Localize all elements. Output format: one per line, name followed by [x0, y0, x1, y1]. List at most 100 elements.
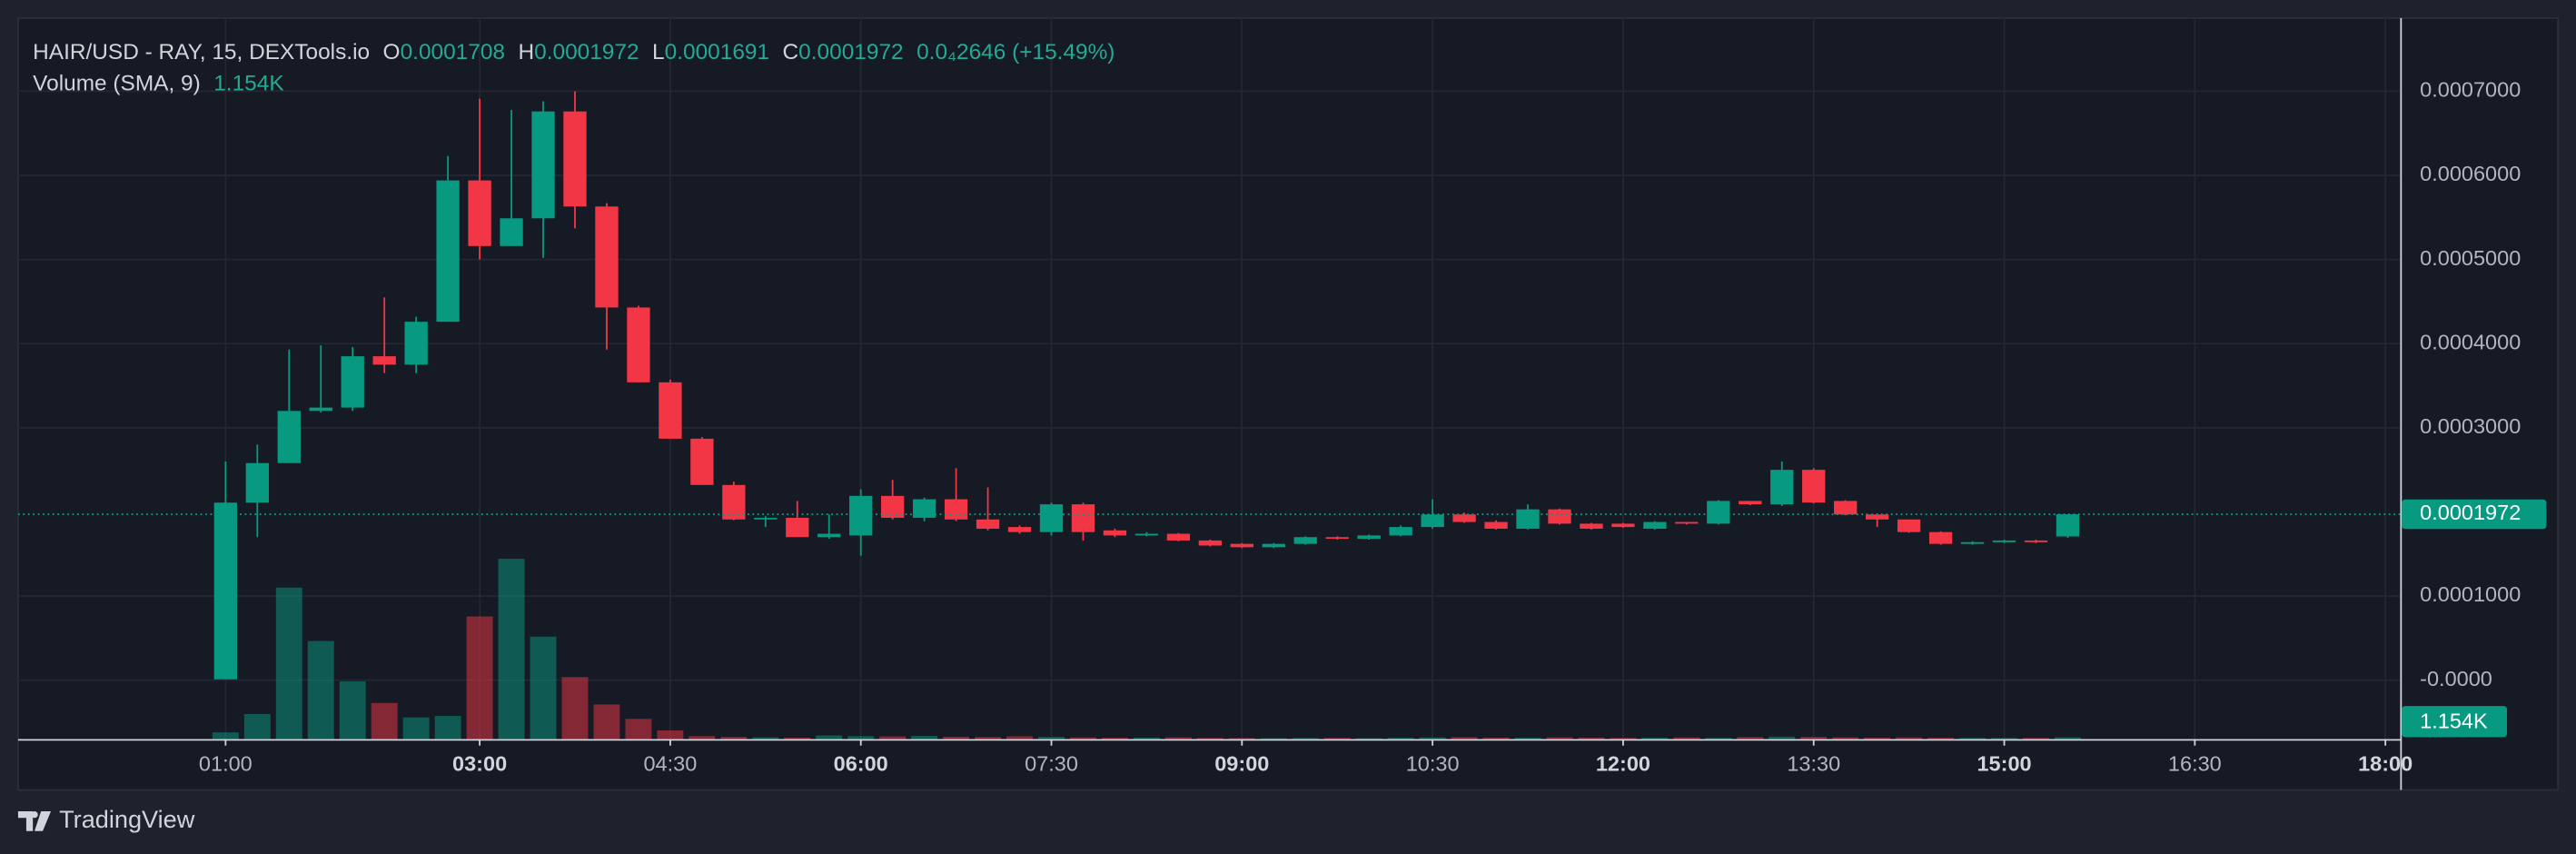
ohlc-value: 0.0001972 — [534, 39, 639, 65]
volume-bar — [498, 559, 525, 740]
logo-icon — [17, 810, 52, 831]
volume-bar — [1546, 737, 1573, 740]
candle-body — [500, 218, 523, 246]
candle-body — [754, 517, 778, 520]
candle-body — [944, 499, 968, 520]
volume-bar — [307, 640, 334, 740]
candle-body — [372, 356, 396, 365]
volume-bar — [1006, 736, 1034, 740]
candle-body — [881, 495, 905, 518]
volume-bar — [911, 735, 938, 740]
candle-body — [1960, 541, 1985, 544]
candle-body — [1071, 504, 1095, 532]
x-tick-label: 09:00 — [1214, 752, 1269, 776]
candle-body — [849, 495, 873, 536]
volume-bar — [1800, 737, 1828, 740]
volume-bar — [1927, 738, 1955, 740]
volume-bar — [1451, 737, 1478, 740]
volume-bar — [657, 730, 684, 740]
candle-body — [245, 462, 269, 503]
candle-body — [1293, 537, 1317, 544]
volume-bar — [1673, 737, 1700, 740]
x-tick-label: 03:00 — [452, 752, 507, 776]
candle-body — [1039, 504, 1064, 532]
x-tick-label: 13:30 — [1787, 752, 1840, 776]
x-tick-label: 07:30 — [1025, 752, 1078, 776]
candle-body — [1897, 519, 1921, 532]
candle-body — [1421, 514, 1444, 528]
candle-body — [1739, 501, 1762, 505]
candle-body — [1675, 521, 1699, 524]
volume-bar — [530, 636, 557, 740]
y-tick-label: 0.0003000 — [2420, 414, 2521, 438]
ohlc-label: O — [382, 39, 401, 65]
candle-body — [1611, 523, 1635, 528]
candle-body — [563, 111, 587, 207]
volume-bar — [1133, 737, 1160, 740]
volume-bar — [1610, 738, 1637, 740]
volume-bar — [593, 704, 620, 740]
volume-bar — [1991, 738, 2018, 740]
y-tick-label: -0.0000 — [2420, 667, 2492, 690]
volume-bar — [879, 736, 907, 740]
volume-bar — [1292, 738, 1319, 740]
candle-body — [1166, 533, 1191, 541]
volume-bar — [975, 737, 1002, 740]
volume-pane — [212, 559, 2081, 740]
candles — [17, 91, 2401, 680]
legend-row: HAIR/USD - RAY, 15, DEXTools.io O 0.00017… — [33, 36, 1115, 67]
volume-bar — [1864, 737, 1891, 740]
candle-body — [976, 519, 1000, 529]
candle-body — [690, 438, 714, 485]
volume-bar — [1387, 738, 1414, 740]
volume-bar — [689, 736, 716, 740]
volume-bar — [720, 737, 748, 740]
y-tick-label: 0.0005000 — [2420, 246, 2521, 270]
x-tick-label: 18:00 — [2358, 752, 2413, 776]
candle-body — [1389, 527, 1412, 536]
candle-body — [912, 499, 936, 518]
ohlc-label: H — [518, 39, 535, 65]
x-tick-label: 16:30 — [2168, 752, 2222, 776]
symbol-title: HAIR/USD - RAY, 15, DEXTools.io — [33, 39, 371, 65]
candle-body — [1325, 537, 1349, 540]
volume-bar — [466, 616, 493, 740]
volume-bar — [2023, 738, 2049, 740]
volume-bar — [1228, 738, 1255, 740]
candle-body — [531, 111, 555, 219]
volume-bar — [816, 735, 843, 740]
candle-body — [404, 322, 428, 365]
candle-body — [1516, 509, 1540, 529]
y-tick-label: 0.0006000 — [2420, 162, 2521, 185]
volume-bar — [1038, 737, 1065, 740]
candle-body — [213, 502, 238, 680]
ohlc-value: 0.0001691 — [664, 39, 770, 65]
legend: HAIR/USD - RAY, 15, DEXTools.io O 0.00017… — [33, 36, 1115, 99]
volume-bar — [784, 737, 811, 740]
volume-bar — [943, 736, 970, 740]
x-tick-label: 10:30 — [1406, 752, 1460, 776]
volume-bar — [1641, 738, 1669, 740]
legend-row: Volume (SMA, 9) 1.154K — [33, 67, 1115, 98]
candle-body — [468, 180, 491, 246]
volume-bar — [752, 737, 779, 740]
volume-bar — [1832, 737, 1859, 740]
volume-bar — [1196, 738, 1224, 740]
volume-bar — [1101, 738, 1128, 740]
volume-title: Volume (SMA, 9) — [33, 70, 201, 95]
volume-bar — [243, 714, 271, 740]
candle-body — [1007, 527, 1032, 532]
candle-body — [1643, 521, 1667, 529]
volume-bar — [561, 677, 589, 740]
candle-body — [1452, 514, 1476, 522]
volume-bar — [1737, 737, 1764, 740]
volume-bar — [339, 680, 366, 740]
candle-body — [1484, 521, 1508, 529]
brand: TradingView — [59, 805, 195, 833]
volume-bar — [434, 716, 461, 740]
volume-bar — [1482, 737, 1510, 740]
chart-background — [16, 16, 2560, 791]
candle-body — [1103, 530, 1127, 536]
volume-bar — [212, 732, 239, 740]
